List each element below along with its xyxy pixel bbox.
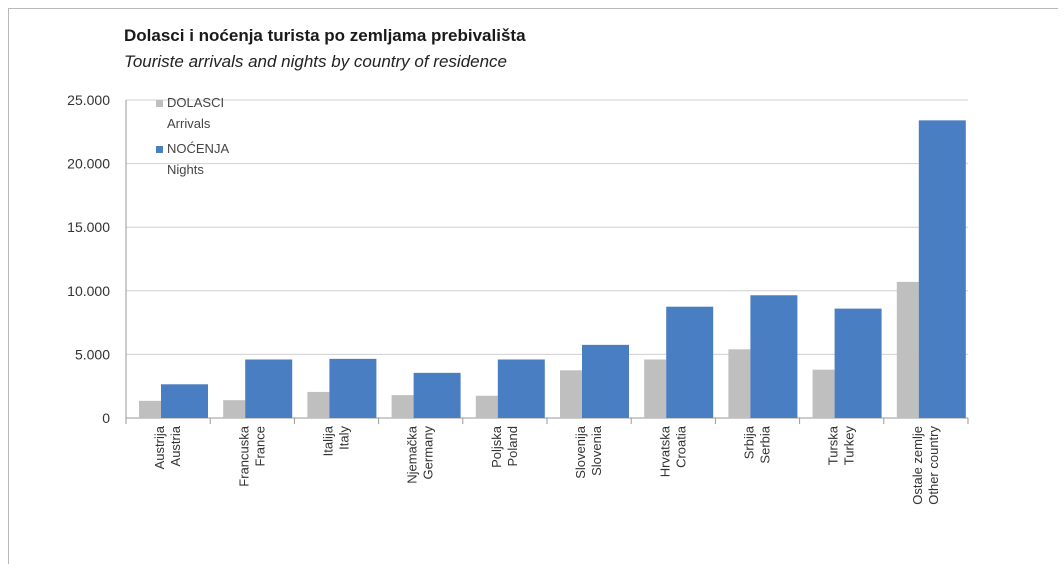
legend-sublabel: Arrivals [167,116,211,131]
x-tick-label: Slovenia [589,425,604,476]
x-tick-label: Turska [826,425,841,465]
x-tick-label: Austrija [152,425,167,469]
x-tick-label-group: Srbija Serbia [742,425,773,463]
x-tick-label-group: Francuska France [236,425,267,486]
y-tick-label: 0 [102,410,110,426]
x-tick-label: Njemačka [405,425,420,484]
bar-nights [582,344,629,418]
x-tick-label: Other country [926,426,941,505]
bar-nights [750,295,798,418]
bar-arrivals [307,391,330,418]
x-tick-label-group: Italija Italy [321,425,352,456]
x-tick-label-group: Turska Turkey [826,425,857,465]
x-tick-label: Croatia [673,425,688,468]
legend-swatch [156,100,163,107]
y-tick-label: 5.000 [75,346,110,362]
x-tick-label: Turkey [842,426,857,466]
x-tick-label: Germany [421,426,436,480]
bar-nights [329,358,377,418]
x-tick-label-group: Slovenija Slovenia [573,425,604,479]
x-tick-label: Italy [337,426,352,450]
x-tick-label: Hrvatska [657,425,672,477]
bar-nights [918,120,966,419]
bar-arrivals [223,400,246,418]
x-tick-label: France [252,426,267,466]
bar-nights [413,372,461,418]
legend-sublabel: Nights [167,162,204,177]
chart-subtitle: Touriste arrivals and nights by country … [124,52,508,71]
bar-nights [666,306,714,418]
x-tick-label: Italija [321,425,336,456]
x-tick-label: Serbia [758,425,773,463]
bar-arrivals [560,370,582,418]
x-tick-label: Austria [168,425,183,466]
bar-arrivals [812,369,835,418]
x-tick-label-group: Njemačka Germany [405,425,436,484]
bar-arrivals [475,395,498,418]
y-tick-label: 10.000 [67,283,110,299]
x-tick-label: Srbija [742,425,757,459]
x-tick-label-group: Austrija Austria [152,425,183,469]
bar-arrivals [644,359,667,418]
bar-nights [497,359,545,418]
y-tick-label: 25.000 [67,92,110,108]
x-tick-label-group: Ostale zemlje Other country [910,426,941,505]
legend-label: DOLASCI [167,95,224,110]
bar-arrivals [728,349,751,418]
legend-label: NOĆENJA [167,141,229,156]
x-tick-label: Poljska [489,425,504,468]
bar-nights [161,384,208,418]
x-tick-label-group: Hrvatska Croatia [657,425,688,477]
y-tick-label: 20.000 [67,156,110,172]
bar-nights [245,359,293,418]
x-tick-label: Francuska [236,425,251,486]
bar-arrivals [139,400,161,418]
bar-arrivals [896,281,919,418]
y-tick-label: 15.000 [67,219,110,235]
legend-swatch [156,146,163,153]
x-tick-label: Slovenija [573,425,588,479]
x-tick-label: Ostale zemlje [910,426,925,505]
chart-frame [8,8,1058,564]
x-tick-label: Poland [505,426,520,466]
x-tick-label-group: Poljska Poland [489,425,520,468]
bar-nights [834,308,882,418]
bar-arrivals [391,395,414,418]
chart-title: Dolasci i noćenja turista po zemljama pr… [124,26,526,45]
